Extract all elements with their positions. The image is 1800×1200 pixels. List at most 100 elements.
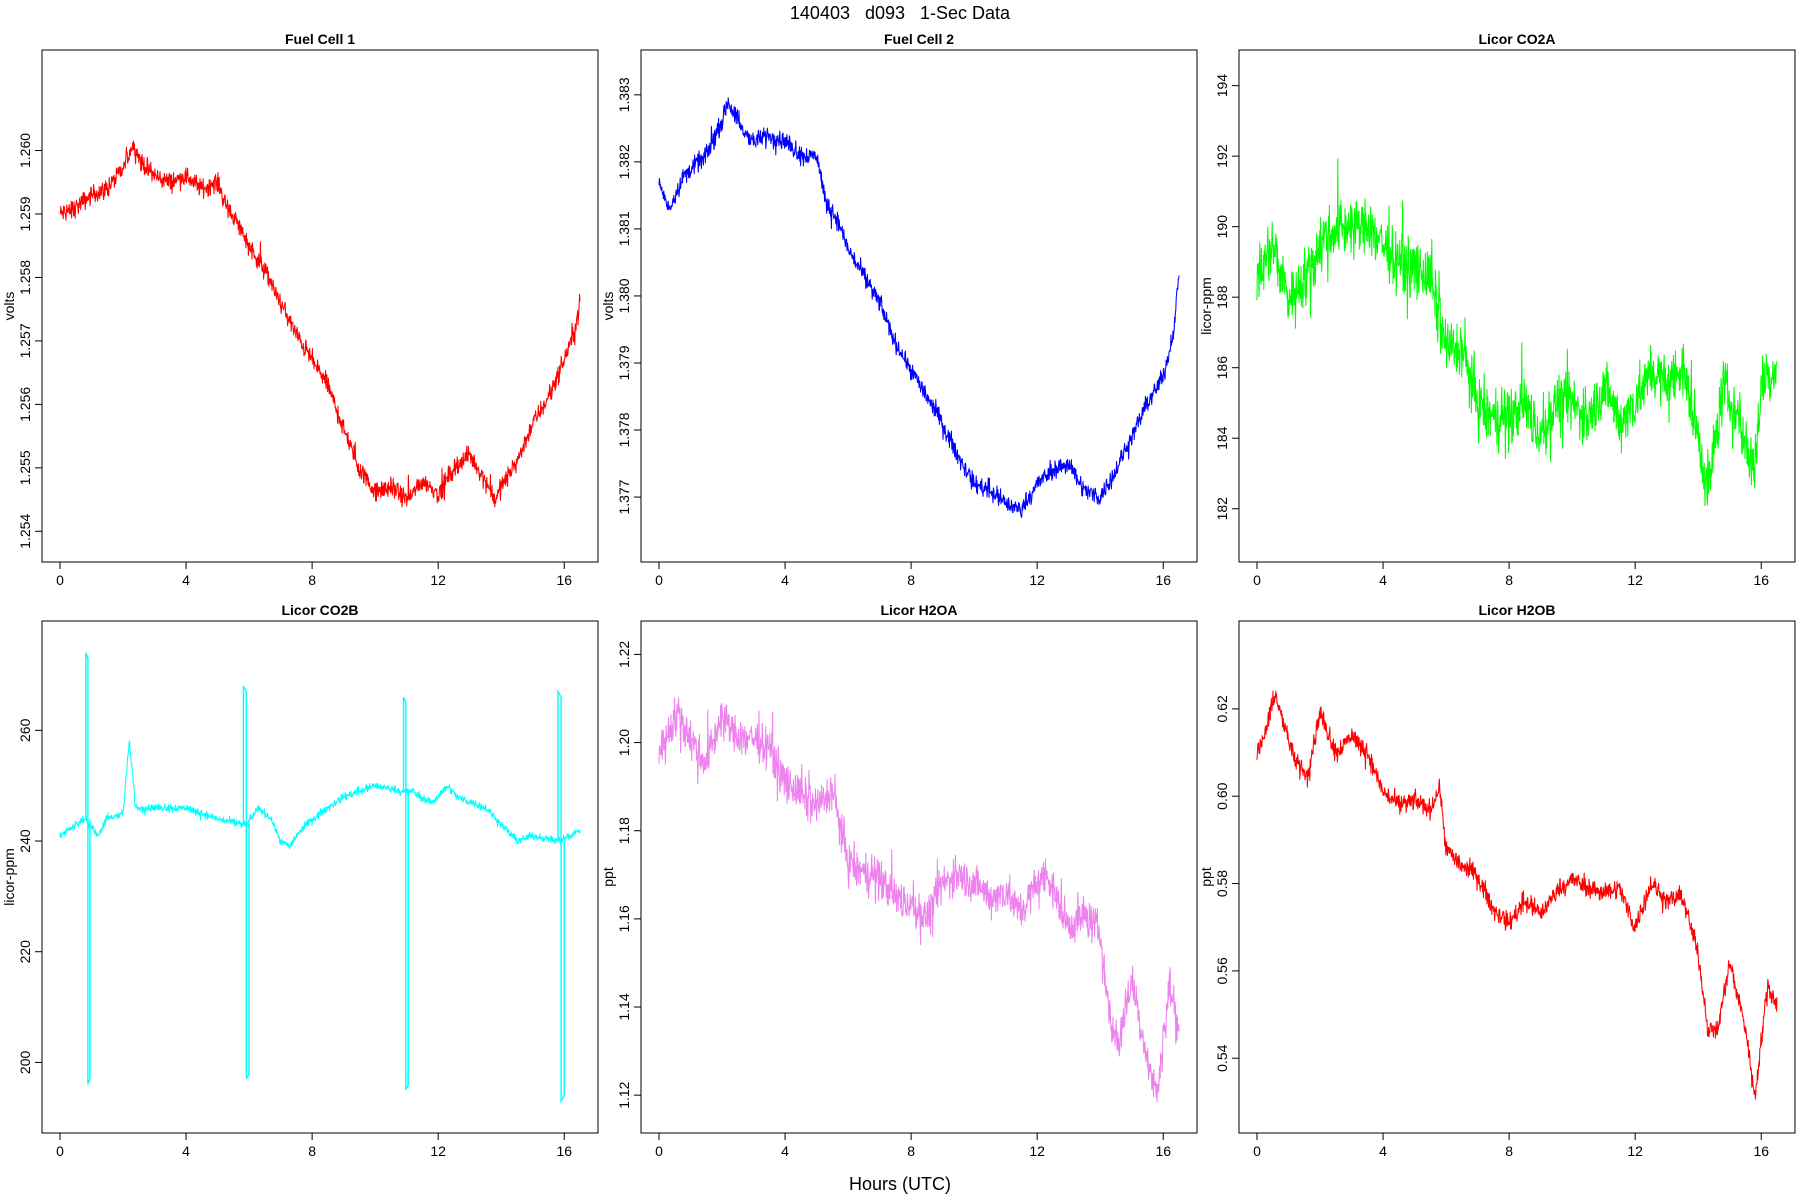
y-tick-label: 1.378: [616, 412, 632, 447]
x-tick-label: 12: [430, 1143, 446, 1159]
y-tick-label: 0.62: [1214, 695, 1230, 722]
y-tick-label: 190: [1214, 215, 1230, 239]
x-tick-label: 0: [1253, 1143, 1261, 1159]
figure-x-axis-label: Hours (UTC): [849, 1174, 951, 1194]
y-tick-label: 1.12: [616, 1081, 632, 1108]
y-tick-label: 1.382: [616, 144, 632, 179]
x-tick-label: 12: [1627, 1143, 1643, 1159]
panel-fuel-cell-2: Fuel Cell 2 volts 0 4 8 12 16 1.377 1.378 1.379 1.…: [600, 31, 1198, 588]
x-tick-label: 16: [1753, 1143, 1769, 1159]
plot-frame: [640, 620, 1198, 1134]
x-tick-label: 4: [1379, 1143, 1387, 1159]
y-axis-label: volts: [1, 292, 17, 321]
x-tick-label: 4: [182, 1143, 190, 1159]
calibration-spike: [402, 696, 409, 1091]
panel-licor-h2oa: Licor H2OA ppt 0 4 8 12 16 1.12 1.14 1.16 1.18 1.20…: [600, 602, 1198, 1159]
x-tick-label: 8: [907, 1143, 915, 1159]
y-tick-label: 1.381: [616, 211, 632, 246]
x-tick-label: 4: [1379, 572, 1387, 588]
y-tick-label: 1.18: [616, 817, 632, 844]
plot-frame: [1238, 49, 1796, 563]
y-axis-label: licor-ppm: [1, 848, 17, 906]
x-tick-label: 12: [1029, 1143, 1045, 1159]
panel-title: Fuel Cell 2: [884, 31, 954, 47]
series-line-fuel-cell-2: [658, 97, 1180, 518]
y-axis-label: volts: [600, 292, 616, 321]
x-tick-label: 12: [1627, 572, 1643, 588]
y-tick-label: 200: [17, 1051, 33, 1075]
y-tick-label: 240: [17, 829, 33, 853]
y-tick-label: 260: [17, 718, 33, 742]
y-tick-label: 0.56: [1214, 957, 1230, 984]
x-tick-label: 4: [781, 572, 789, 588]
y-tick-label: 1.14: [616, 993, 632, 1020]
series-line-licor-h2oa: [658, 697, 1180, 1103]
panel-title: Licor H2OB: [1478, 602, 1555, 618]
x-tick-label: 12: [1029, 572, 1045, 588]
x-tick-label: 16: [556, 572, 572, 588]
series-line-licor-h2ob: [1256, 690, 1778, 1100]
x-tick-label: 16: [1753, 572, 1769, 588]
x-tick-label: 16: [1155, 572, 1171, 588]
y-tick-label: 1.16: [616, 905, 632, 932]
y-axis-label: licor-ppm: [1198, 277, 1214, 335]
x-tick-label: 8: [308, 1143, 316, 1159]
plot-frame: [640, 49, 1198, 563]
x-tick-label: 16: [556, 1143, 572, 1159]
y-tick-label: 1.377: [616, 479, 632, 514]
panel-licor-co2b: Licor CO2B licor-ppm 0 4 8 12 16 200 220 240 260: [1, 602, 599, 1159]
y-tick-label: 182: [1214, 497, 1230, 521]
calibration-spike: [242, 685, 250, 1080]
x-tick-label: 4: [182, 572, 190, 588]
y-tick-label: 1.383: [616, 77, 632, 112]
panel-title: Licor CO2B: [281, 602, 358, 618]
y-tick-label: 1.20: [616, 729, 632, 756]
y-tick-label: 0.54: [1214, 1044, 1230, 1071]
y-tick-label: 194: [1214, 74, 1230, 98]
y-tick-label: 192: [1214, 144, 1230, 168]
calibration-spike: [557, 688, 565, 1104]
y-tick-label: 1.259: [17, 196, 33, 231]
y-tick-label: 1.379: [616, 345, 632, 380]
figure-suptitle: 140403 d093 1-Sec Data: [790, 3, 1011, 23]
x-tick-label: 8: [907, 572, 915, 588]
plot-frame: [1238, 620, 1796, 1134]
calibration-spike: [85, 652, 91, 1085]
panel-fuel-cell-1: Fuel Cell 1 volts 0 4 8 12 16 1.254 1.255 1.256 1.…: [1, 31, 599, 588]
y-tick-label: 0.60: [1214, 782, 1230, 809]
x-tick-label: 0: [655, 572, 663, 588]
y-axis-label: ppt: [600, 867, 616, 887]
x-tick-label: 0: [56, 572, 64, 588]
y-tick-label: 220: [17, 940, 33, 964]
series-line-licor-co2a: [1256, 158, 1778, 507]
x-tick-label: 0: [1253, 572, 1261, 588]
x-tick-label: 16: [1155, 1143, 1171, 1159]
y-axis-label: ppt: [1198, 867, 1214, 887]
y-tick-label: 1.22: [616, 641, 632, 668]
y-tick-label: 1.254: [17, 514, 33, 549]
x-tick-label: 0: [56, 1143, 64, 1159]
y-tick-label: 1.258: [17, 260, 33, 295]
y-tick-label: 188: [1214, 285, 1230, 309]
y-tick-label: 184: [1214, 426, 1230, 450]
series-line-licor-co2b: [59, 740, 581, 850]
panel-title: Fuel Cell 1: [285, 31, 355, 47]
x-tick-label: 12: [430, 572, 446, 588]
panel-title: Licor CO2A: [1478, 31, 1555, 47]
panel-title: Licor H2OA: [880, 602, 957, 618]
y-tick-label: 1.260: [17, 133, 33, 168]
plot-frame: [41, 49, 599, 563]
plot-frame: [41, 620, 599, 1134]
x-tick-label: 4: [781, 1143, 789, 1159]
x-tick-label: 8: [1505, 1143, 1513, 1159]
y-tick-label: 1.380: [616, 278, 632, 313]
y-tick-label: 186: [1214, 356, 1230, 380]
panel-licor-h2ob: Licor H2OB ppt 0 4 8 12 16 0.54 0.56 0.58 0.60 0.62: [1198, 602, 1796, 1159]
x-tick-label: 8: [1505, 572, 1513, 588]
series-line-fuel-cell-1: [59, 140, 581, 508]
panel-licor-co2a: Licor CO2A licor-ppm 0 4 8 12 16 182 184 186 188 19…: [1198, 31, 1796, 588]
y-tick-label: 1.257: [17, 323, 33, 358]
x-tick-label: 0: [655, 1143, 663, 1159]
y-tick-label: 1.256: [17, 387, 33, 422]
